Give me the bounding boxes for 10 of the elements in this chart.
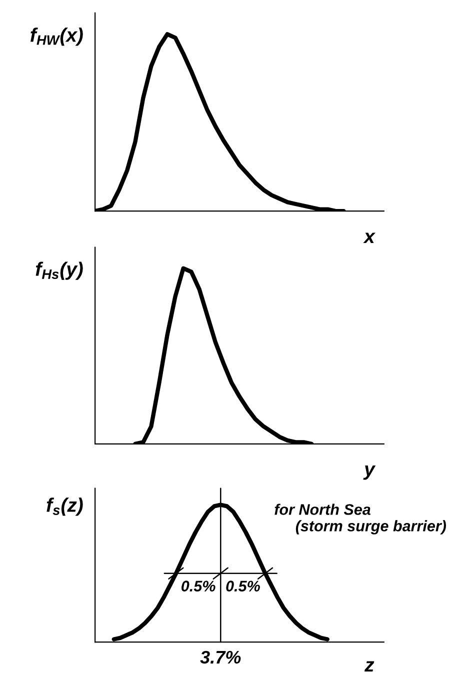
y-axis-title: f$_{HW}$(x) xyxy=(30,28,83,46)
annotation: 0.5% xyxy=(226,580,260,592)
annotation: for North Sea (storm surge barrier) xyxy=(274,504,446,534)
text: 3.7% xyxy=(200,650,241,664)
x-axis-title: z xyxy=(364,661,374,672)
x-axis-title: x xyxy=(363,232,376,243)
y-axis-title: f$_{Hs}$(y) xyxy=(36,262,83,280)
x-axis-title: y xyxy=(363,465,376,480)
y-axis-title: f$_{s}$(z) xyxy=(46,498,83,516)
annotation: 0.5% xyxy=(182,580,216,592)
